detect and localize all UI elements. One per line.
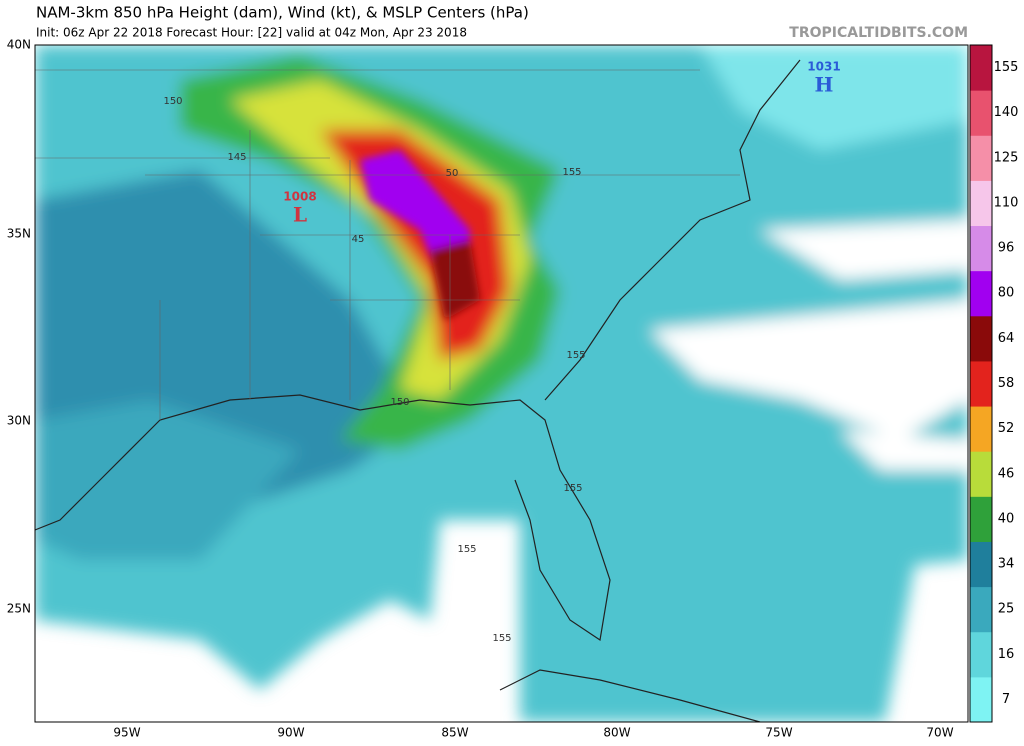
colorbar-segment xyxy=(970,406,992,452)
colorbar-segment xyxy=(970,360,992,407)
lat-label: 35N xyxy=(7,227,31,241)
lat-label: 30N xyxy=(7,414,31,428)
colorbar-segment xyxy=(970,45,992,91)
lat-label: 40N xyxy=(7,38,31,52)
contour-label: 155 xyxy=(562,167,581,178)
colorbar-label: 7 xyxy=(1002,692,1010,707)
colorbar-segment xyxy=(970,541,992,588)
map-field xyxy=(35,45,968,722)
colorbar-label: 25 xyxy=(998,602,1015,617)
subtitle: Init: 06z Apr 22 2018 Forecast Hour: [22… xyxy=(36,26,467,40)
lon-label: 75W xyxy=(765,726,792,740)
colorbar-segment xyxy=(970,631,992,678)
colorbar-segment xyxy=(970,676,992,723)
colorbar-label: 96 xyxy=(998,241,1015,256)
pressure-value: 1008 xyxy=(283,190,316,204)
colorbar-label: 80 xyxy=(998,286,1015,301)
colorbar-label: 125 xyxy=(994,150,1019,165)
pressure-symbol: L xyxy=(293,203,307,227)
state-borders xyxy=(35,69,740,420)
lon-label: 90W xyxy=(277,726,304,740)
colorbar-label: 155 xyxy=(994,60,1019,75)
colorbar-label: 16 xyxy=(998,647,1015,662)
colorbar-segment xyxy=(970,270,992,317)
colorbar-label: 110 xyxy=(994,195,1019,210)
map-frame xyxy=(34,44,969,723)
pressure-symbol: H xyxy=(815,73,834,97)
contour-label: 155 xyxy=(457,544,476,555)
lon-label: 85W xyxy=(441,726,468,740)
contour-label: 155 xyxy=(492,633,511,644)
colorbar-label: 64 xyxy=(998,331,1015,346)
colorbar-segment xyxy=(970,180,992,227)
colorbar-label: 46 xyxy=(998,466,1015,481)
colorbar-segment xyxy=(970,90,992,136)
pressure-value: 1031 xyxy=(807,60,840,74)
colorbar-segment xyxy=(970,451,992,497)
lon-label: 80W xyxy=(603,726,630,740)
colorbar-label: 34 xyxy=(998,557,1015,572)
contour-label: 45 xyxy=(352,234,365,245)
colorbar-frame xyxy=(969,44,993,723)
contour-label: 155 xyxy=(566,350,585,361)
contour-label: 150 xyxy=(163,96,182,107)
contour-label: 50 xyxy=(446,168,459,179)
colorbar-label: 52 xyxy=(998,421,1015,436)
lat-label: 25N xyxy=(7,602,31,616)
colorbar-segment xyxy=(970,225,992,272)
wind-field xyxy=(35,45,968,722)
colorbar-segment xyxy=(970,315,992,362)
watermark: TROPICALTIDBITS.COM xyxy=(789,25,968,41)
contour-label: 145 xyxy=(227,152,246,163)
colorbar-label: 140 xyxy=(994,105,1019,120)
colorbar-label: 58 xyxy=(998,376,1015,391)
colorbar-label: 40 xyxy=(998,511,1015,526)
colorbar-segment xyxy=(970,586,992,633)
colorbar-segment xyxy=(970,496,992,542)
title: NAM-3km 850 hPa Height (dam), Wind (kt),… xyxy=(36,4,529,22)
lon-label: 95W xyxy=(113,726,140,740)
lon-label: 70W xyxy=(926,726,953,740)
contour-label: 150 xyxy=(390,397,409,408)
contour-label: 155 xyxy=(563,483,582,494)
colorbar: 7 16 25 34 40 46 52 58 64 80 96 110 125 140 155 xyxy=(969,44,1019,723)
colorbar-segment xyxy=(970,135,992,181)
